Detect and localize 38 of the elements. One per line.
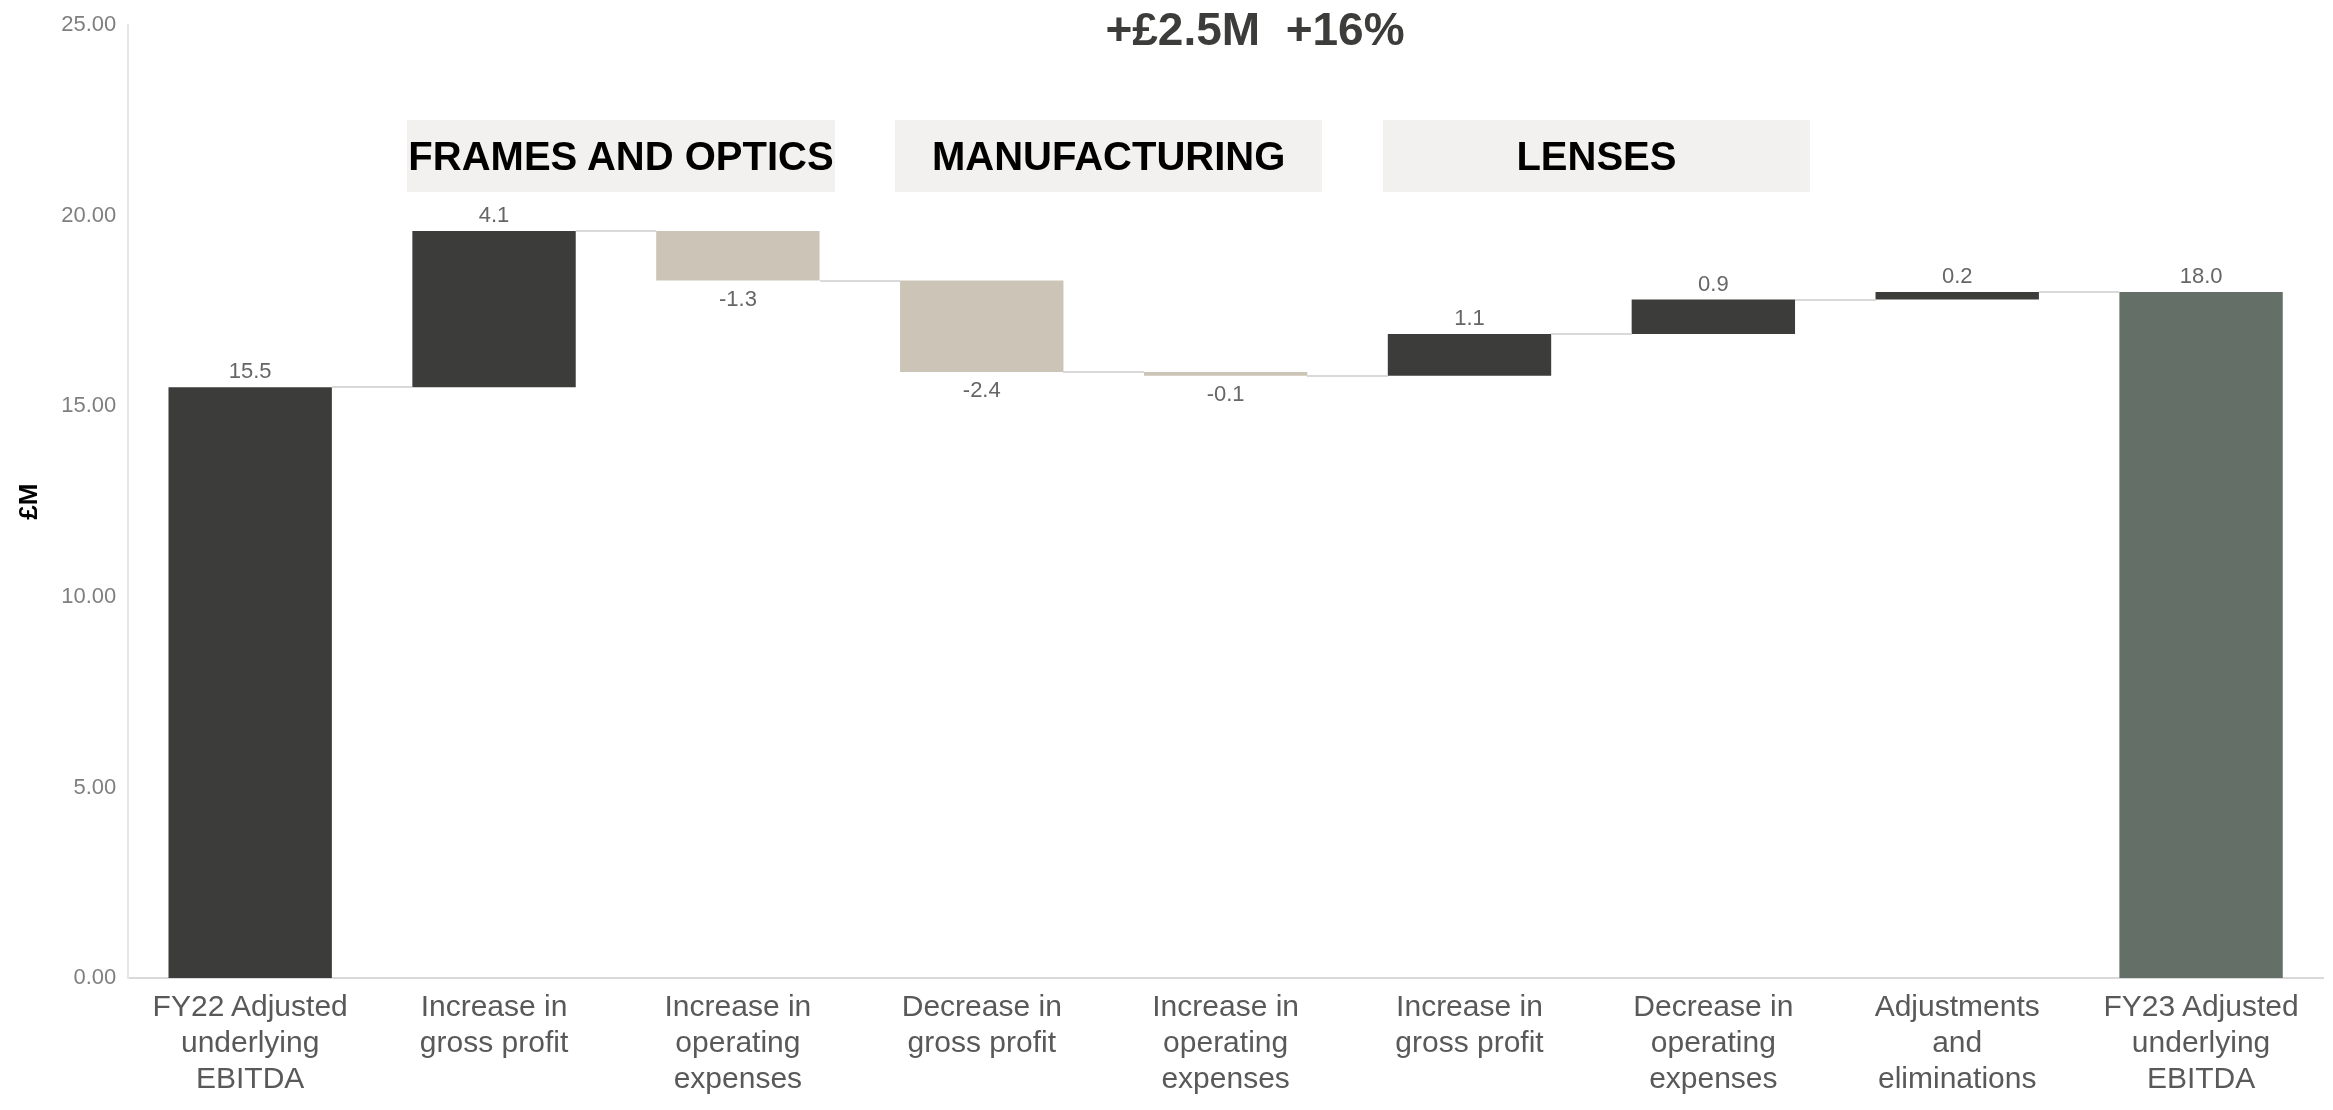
bar bbox=[1143, 372, 1308, 376]
x-tick-label: FY23 Adjusted underlying EBITDA bbox=[2103, 989, 2299, 1095]
bar bbox=[1875, 291, 2039, 300]
y-tick-label: 0.00 bbox=[73, 964, 117, 990]
y-tick-label: 10.00 bbox=[61, 582, 117, 608]
data-label: 0.2 bbox=[1941, 263, 1973, 289]
bar bbox=[1387, 333, 1552, 376]
x-tick-label: Decrease in operating expenses bbox=[1633, 989, 1794, 1095]
data-label: 0.9 bbox=[1698, 270, 1729, 296]
chart-title: +£2.5M +16% bbox=[1105, 2, 1405, 55]
x-tick-label: FY22 Adjusted underlying EBITDA bbox=[152, 989, 348, 1095]
data-label: 15.5 bbox=[228, 358, 272, 384]
bar bbox=[900, 280, 1064, 373]
bar bbox=[1631, 299, 1796, 334]
bar bbox=[168, 387, 332, 978]
data-label: -2.4 bbox=[962, 377, 1001, 403]
x-tick-label: Increase in operating expenses bbox=[1152, 989, 1299, 1095]
y-tick-label: 5.00 bbox=[73, 773, 117, 799]
y-tick-label: 15.00 bbox=[61, 392, 117, 418]
data-label: 4.1 bbox=[478, 202, 510, 228]
heading-panel: MANUFACTURING bbox=[895, 120, 1323, 193]
y-tick-label: 20.00 bbox=[61, 201, 117, 227]
data-label: 18.0 bbox=[2179, 263, 2223, 289]
data-label: 1.1 bbox=[1454, 304, 1485, 330]
x-tick-label: Adjustments and eliminations bbox=[1874, 989, 2040, 1095]
data-label: -0.1 bbox=[1206, 380, 1245, 406]
heading-panel: FRAMES AND OPTICS bbox=[407, 120, 835, 193]
x-tick-label: Increase in gross profit bbox=[1395, 989, 1545, 1059]
x-tick-label: Increase in gross profit bbox=[419, 989, 569, 1059]
data-label: -1.3 bbox=[718, 285, 757, 311]
x-tick-label: Decrease in gross profit bbox=[901, 989, 1062, 1059]
y-tick-label: 25.00 bbox=[61, 11, 117, 37]
heading-panel: LENSES bbox=[1382, 120, 1810, 193]
bar bbox=[656, 231, 820, 281]
y-axis-title: £M bbox=[12, 483, 43, 520]
bar bbox=[412, 231, 576, 388]
bar bbox=[2119, 291, 2283, 978]
x-tick-label: Increase in operating expenses bbox=[664, 989, 812, 1095]
